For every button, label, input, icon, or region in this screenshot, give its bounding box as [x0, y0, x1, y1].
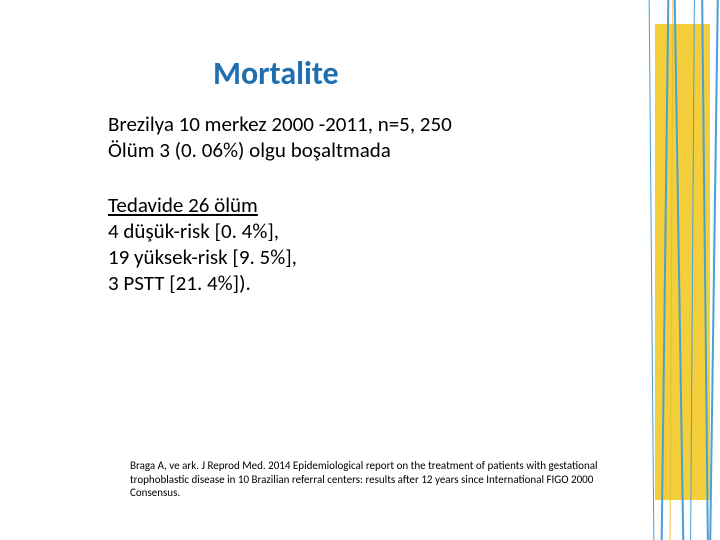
slide-content: Mortalite Brezilya 10 merkez 2000 -2011,…: [108, 54, 630, 297]
slide-title: Mortalite: [213, 54, 630, 93]
text-line: 4 düşük-risk [0. 4%],: [108, 218, 630, 244]
text-line: 3 PSTT [21. 4%]).: [108, 270, 630, 296]
text-line: 19 yüksek-risk [9. 5%],: [108, 244, 630, 270]
text-heading: Tedavide 26 ölüm: [108, 192, 630, 218]
text-line: Brezilya 10 merkez 2000 -2011, n=5, 250: [108, 111, 630, 137]
blue-line: [709, 0, 719, 540]
text-line: Ölüm 3 (0. 06%) olgu boşaltmada: [108, 137, 630, 163]
blue-line: [649, 0, 655, 540]
citation-text: Braga A, ve ark. J Reprod Med. 2014 Epid…: [130, 459, 620, 500]
text-block-2: Tedavide 26 ölüm 4 düşük-risk [0. 4%], 1…: [108, 192, 630, 297]
side-decoration: [645, 0, 720, 540]
text-block-1: Brezilya 10 merkez 2000 -2011, n=5, 250 …: [108, 111, 630, 164]
